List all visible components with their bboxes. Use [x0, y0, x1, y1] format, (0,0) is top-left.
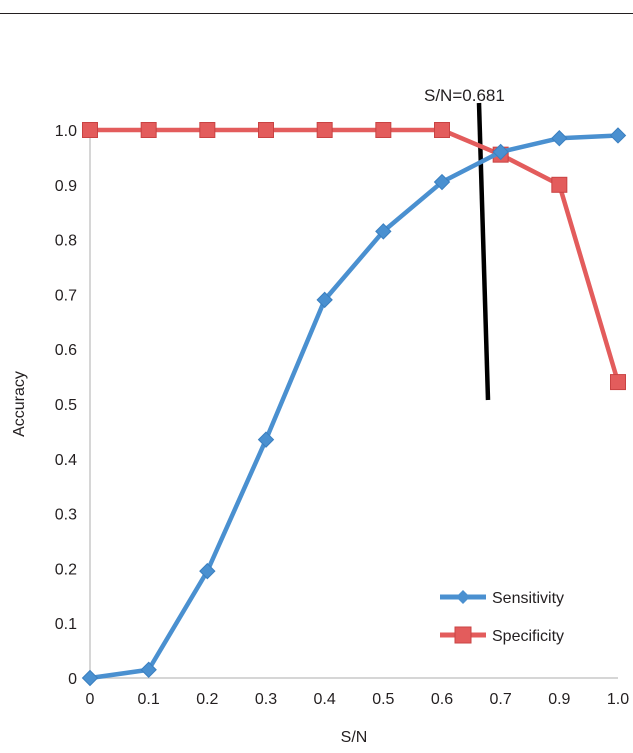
sensitivity-point [433, 173, 451, 191]
legend-diamond-marker [456, 590, 470, 604]
specificity-point [140, 122, 157, 138]
y-tick-label: 0.7 [55, 287, 77, 304]
sensitivity-line [89, 133, 619, 681]
series-sensitivity [81, 127, 627, 687]
x-tick-label: 0.7 [490, 691, 512, 708]
y-tick-label: 0.2 [55, 561, 77, 578]
y-tick-label: 0.8 [55, 233, 77, 250]
series-group [81, 122, 627, 687]
specificity-line [90, 127, 621, 383]
y-tick-label: 0.3 [55, 507, 77, 524]
legend-square-marker [454, 626, 472, 644]
threshold-annotation: S/N=0.681 [424, 86, 505, 401]
specificity-point [610, 374, 626, 391]
y-tick-label: 0.6 [55, 342, 77, 359]
y-tick-label: 0 [68, 671, 77, 688]
specificity-point [82, 122, 98, 138]
sensitivity-point [609, 127, 627, 144]
specificity-point [434, 122, 450, 138]
legend-label: Specificity [492, 628, 564, 645]
specificity-point [258, 122, 274, 138]
y-tick-labels: 0 0.1 0.2 0.3 0.4 0.5 0.6 0.7 0.8 0.9 1.0 [55, 123, 77, 688]
x-tick-label: 0.6 [431, 691, 453, 708]
x-tick-label: 0.1 [138, 691, 160, 708]
sensitivity-point [140, 661, 157, 678]
sensitivity-point [81, 669, 99, 687]
y-tick-label: 0.9 [55, 178, 77, 195]
threshold-label: S/N=0.681 [424, 86, 505, 105]
x-tick-labels: 0 0.1 0.2 0.3 0.4 0.5 0.6 0.7 0.9 1.0 [86, 691, 630, 708]
y-axis-title: Accuracy [11, 371, 28, 437]
sensitivity-point [316, 291, 333, 309]
specificity-point [551, 176, 568, 193]
sensitivity-point [257, 431, 275, 448]
x-axis-title: S/N [341, 729, 368, 746]
sensitivity-point [375, 223, 392, 240]
legend-label: Sensitivity [492, 590, 564, 607]
x-tick-label: 1.0 [607, 691, 629, 708]
axes [89, 130, 618, 679]
top-rule [0, 13, 633, 14]
specificity-point [316, 122, 333, 138]
sensitivity-point [199, 562, 216, 580]
x-tick-label: 0.5 [372, 691, 394, 708]
x-tick-label: 0.2 [196, 691, 218, 708]
y-tick-label: 0.4 [55, 452, 77, 469]
specificity-point [199, 122, 216, 138]
x-tick-label: 0 [86, 691, 95, 708]
x-tick-label: 0.3 [255, 691, 277, 708]
y-tick-label: 0.5 [55, 397, 77, 414]
y-tick-label: 0.1 [55, 616, 77, 633]
series-specificity [82, 122, 626, 391]
sensitivity-point [492, 143, 509, 161]
threshold-line [476, 102, 491, 401]
x-tick-label: 0.4 [314, 691, 336, 708]
legend: Sensitivity Specificity [440, 590, 564, 645]
specificity-point [375, 122, 392, 138]
legend-item-specificity: Specificity [440, 626, 564, 645]
sensitivity-point [551, 130, 568, 147]
legend-item-sensitivity: Sensitivity [440, 590, 564, 607]
y-tick-label: 1.0 [55, 123, 77, 140]
x-tick-label: 0.9 [548, 691, 570, 708]
